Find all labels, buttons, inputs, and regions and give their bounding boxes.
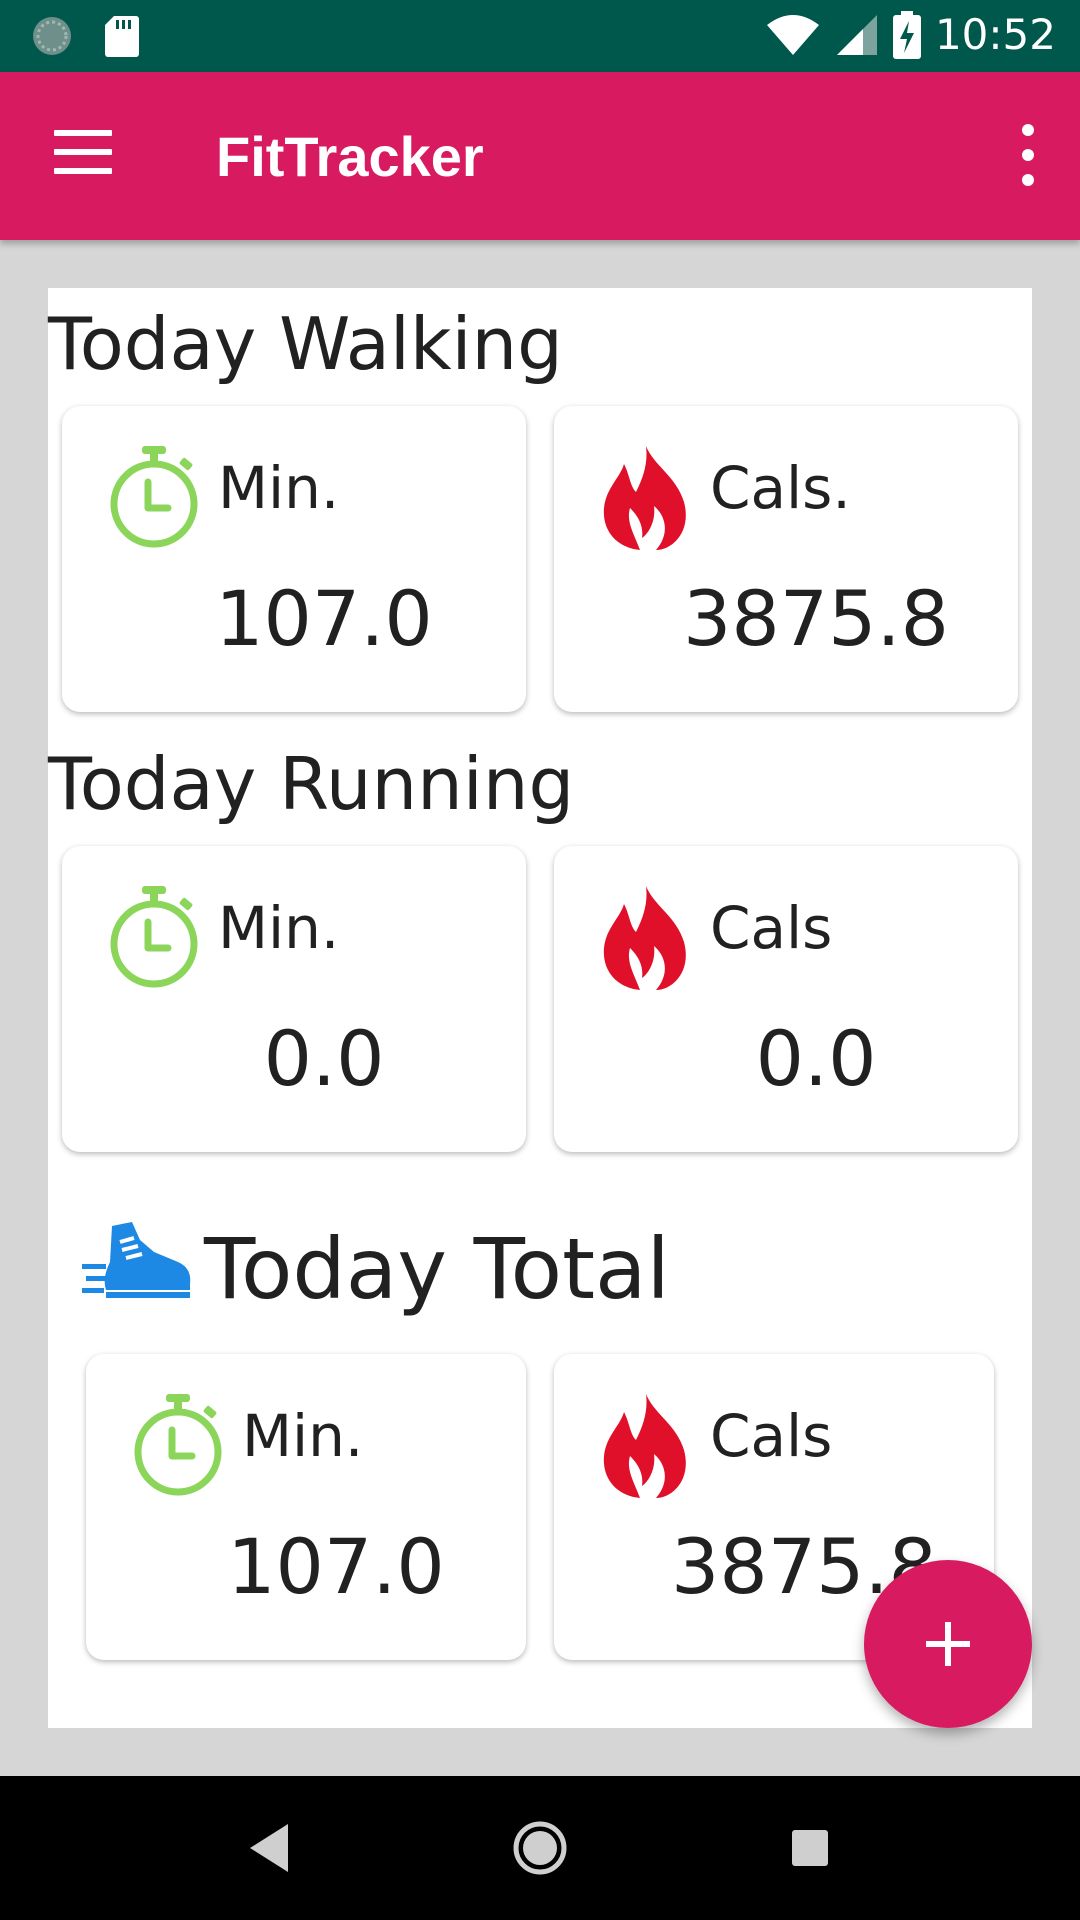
status-bar: 10:52 [0,0,1080,72]
total-cals-label: Cals [710,1402,833,1470]
add-activity-fab[interactable] [864,1560,1032,1728]
running-minutes-label: Min. [218,894,340,962]
running-cals-card: Cals 0.0 [554,846,1018,1152]
timer-icon [134,1394,222,1496]
home-icon[interactable] [504,1812,576,1884]
shoe-icon [82,1222,191,1298]
recents-icon[interactable] [774,1812,846,1884]
timer-icon [110,886,198,988]
status-time: 10:52 [934,10,1056,59]
back-icon[interactable] [234,1812,306,1884]
sync-icon [33,17,71,55]
running-cals-value: 0.0 [755,1014,877,1103]
total-title: Today Total [204,1220,670,1318]
walking-minutes-label: Min. [218,454,340,522]
flame-icon [603,446,686,550]
hamburger-menu-icon[interactable] [54,130,112,182]
walking-cals-card: Cals. 3875.8 [554,406,1018,712]
app-title: FitTracker [216,125,484,188]
total-minutes-value: 107.0 [227,1522,445,1611]
running-title: Today Running [48,742,575,826]
total-minutes-label: Min. [242,1402,364,1470]
running-minutes-card: Min. 0.0 [62,846,526,1152]
running-cals-label: Cals [710,894,833,962]
walking-cals-label: Cals. [710,454,851,522]
timer-icon [110,446,198,548]
signal-icon [836,14,877,55]
flame-icon [603,1394,686,1498]
wifi-icon [766,14,819,55]
app-bar: FitTracker [0,72,1080,240]
more-vertical-icon[interactable] [1016,124,1040,188]
walking-minutes-value: 107.0 [215,574,433,663]
running-minutes-value: 0.0 [263,1014,385,1103]
walking-cals-value: 3875.8 [683,574,949,663]
flame-icon [603,886,686,990]
system-nav-bar [0,1776,1080,1920]
content-panel: Today Walking Min. 107.0 Cals. 3875.8 To… [48,288,1032,1728]
walking-minutes-card: Min. 107.0 [62,406,526,712]
battery-charging-icon [892,10,921,59]
walking-title: Today Walking [48,302,563,386]
sd-card-icon [105,16,139,57]
total-minutes-card: Min. 107.0 [86,1354,526,1660]
